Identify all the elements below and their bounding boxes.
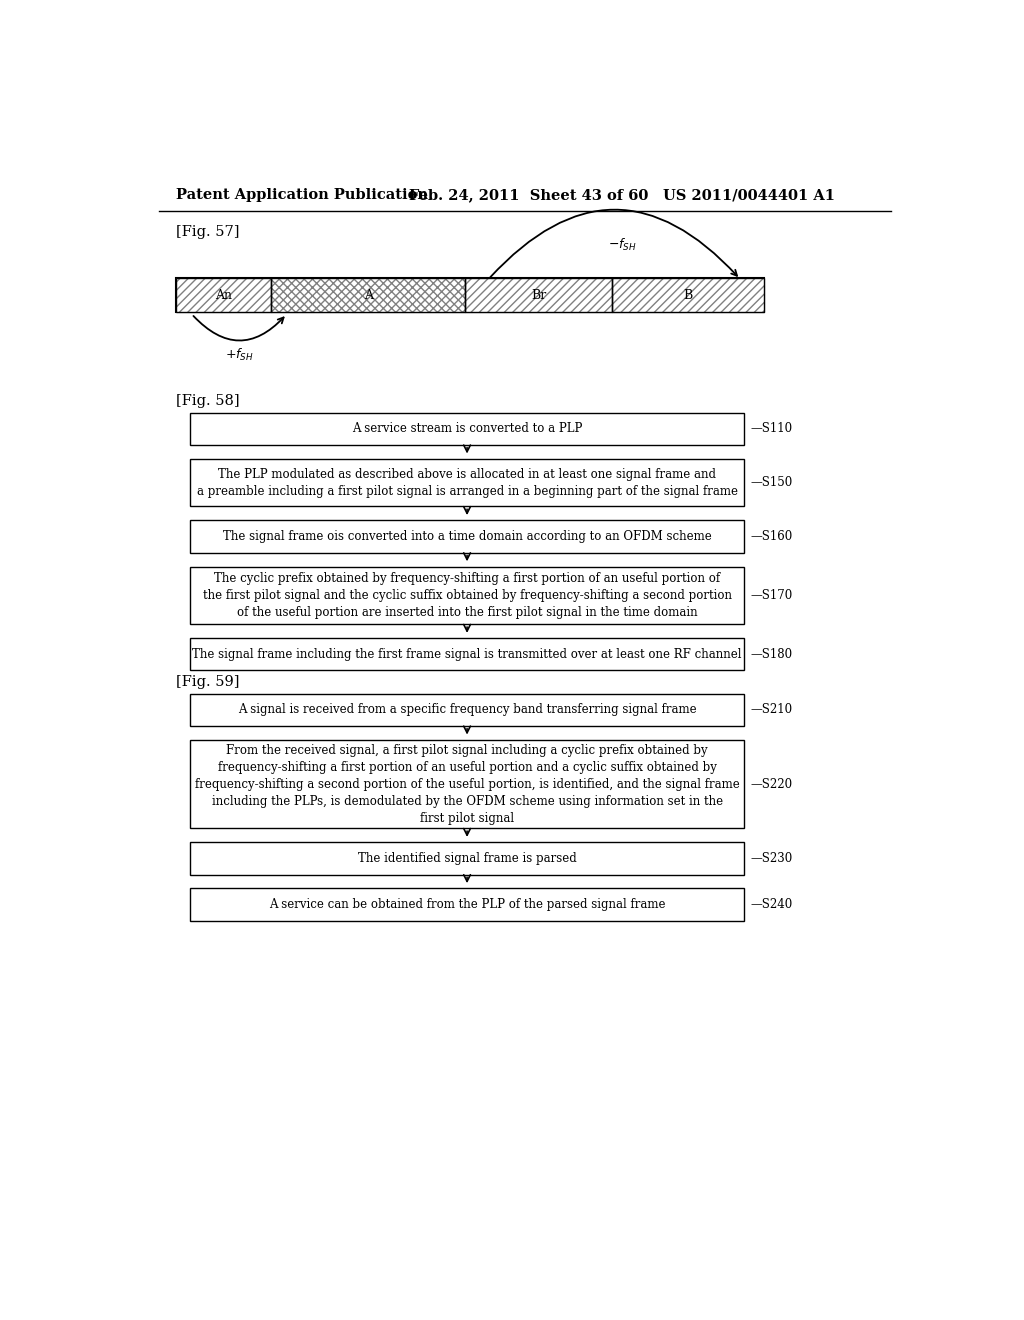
Bar [176, 277, 271, 313]
Text: —S150: —S150 [751, 477, 793, 490]
Text: Br: Br [531, 289, 547, 301]
Text: From the received signal, a first pilot signal including a cyclic prefix obtaine: From the received signal, a first pilot … [195, 743, 739, 825]
Text: US 2011/0044401 A1: US 2011/0044401 A1 [663, 189, 835, 202]
Bar [190, 888, 744, 921]
Text: The signal frame ois converted into a time domain according to an OFDM scheme: The signal frame ois converted into a ti… [222, 529, 712, 543]
Text: —S170: —S170 [751, 589, 793, 602]
Bar [612, 277, 764, 313]
Bar [190, 459, 744, 507]
Text: The identified signal frame is parsed: The identified signal frame is parsed [357, 851, 577, 865]
Text: B: B [683, 289, 692, 301]
Text: —S110: —S110 [751, 422, 793, 436]
Bar [465, 277, 612, 313]
Bar [190, 739, 744, 829]
Text: —S240: —S240 [751, 898, 793, 911]
Text: [Fig. 58]: [Fig. 58] [176, 393, 240, 408]
Text: [Fig. 57]: [Fig. 57] [176, 224, 240, 239]
Bar [612, 277, 764, 313]
Text: Feb. 24, 2011  Sheet 43 of 60: Feb. 24, 2011 Sheet 43 of 60 [409, 189, 648, 202]
Text: [Fig. 59]: [Fig. 59] [176, 675, 240, 689]
Text: —S230: —S230 [751, 851, 793, 865]
Text: The cyclic prefix obtained by frequency-shifting a first portion of an useful po: The cyclic prefix obtained by frequency-… [203, 572, 731, 619]
Bar [176, 277, 271, 313]
Text: —S220: —S220 [751, 777, 793, 791]
Text: —S210: —S210 [751, 704, 793, 717]
Text: Patent Application Publication: Patent Application Publication [176, 189, 428, 202]
Text: A service stream is converted to a PLP: A service stream is converted to a PLP [352, 422, 583, 436]
Text: —S180: —S180 [751, 648, 793, 661]
Text: A: A [364, 289, 373, 301]
Bar [190, 638, 744, 671]
Text: $+f_{SH}$: $+f_{SH}$ [225, 347, 254, 363]
Bar [465, 277, 612, 313]
Text: A service can be obtained from the PLP of the parsed signal frame: A service can be obtained from the PLP o… [269, 898, 666, 911]
Text: A signal is received from a specific frequency band transferring signal frame: A signal is received from a specific fre… [238, 704, 696, 717]
Bar [176, 277, 764, 313]
Bar [190, 413, 744, 445]
Text: An: An [215, 289, 232, 301]
Bar [190, 520, 744, 553]
Bar [190, 566, 744, 624]
Text: —S160: —S160 [751, 529, 793, 543]
Text: The PLP modulated as described above is allocated in at least one signal frame a: The PLP modulated as described above is … [197, 467, 737, 498]
Bar [271, 277, 465, 313]
Text: $-f_{SH}$: $-f_{SH}$ [607, 238, 637, 253]
Bar [190, 842, 744, 875]
Text: The signal frame including the first frame signal is transmitted over at least o: The signal frame including the first fra… [193, 648, 741, 661]
Bar [271, 277, 465, 313]
Bar [190, 693, 744, 726]
